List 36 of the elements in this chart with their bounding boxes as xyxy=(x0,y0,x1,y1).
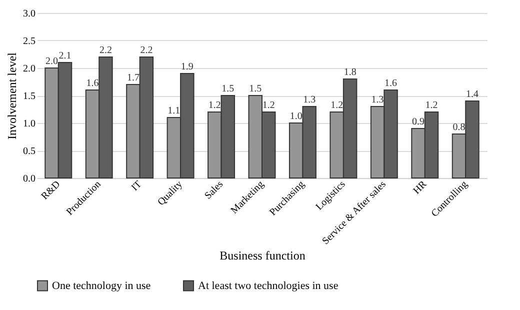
data-label: 1.2 xyxy=(330,100,344,111)
data-label: 1.5 xyxy=(222,84,234,94)
legend-label: One technology in use xyxy=(52,280,151,292)
data-label: 1.3 xyxy=(303,94,316,106)
data-label: 1.6 xyxy=(86,78,99,89)
data-label: 2.2 xyxy=(99,45,112,56)
y-tick-label: 2.5 xyxy=(23,36,36,47)
data-label: 1.2 xyxy=(425,100,438,111)
data-label: 2.1 xyxy=(58,50,72,62)
x-tick-label: Sales xyxy=(202,178,226,202)
data-label: 1.7 xyxy=(126,72,140,84)
data-label: 1.5 xyxy=(249,84,262,94)
data-label: 1.3 xyxy=(371,94,384,106)
x-axis-title: Business function xyxy=(220,248,306,263)
data-label: 0.8 xyxy=(452,122,466,133)
data-label: 1.8 xyxy=(344,67,356,78)
y-tick-label: 1.0 xyxy=(23,118,36,130)
data-label: 1.1 xyxy=(168,106,180,116)
x-tick-label: HR xyxy=(412,178,430,197)
data-label: 1.2 xyxy=(208,100,221,111)
data-label: 1.9 xyxy=(180,62,194,72)
data-label: 2.0 xyxy=(46,56,58,67)
legend-label: At least two technologies in use xyxy=(198,280,338,292)
y-tick-label: 2.0 xyxy=(23,64,36,74)
x-tick-label: IT xyxy=(130,178,144,194)
data-label: 1.6 xyxy=(384,78,398,89)
data-label: 2.2 xyxy=(140,45,153,56)
y-tick-label: 3.0 xyxy=(23,8,36,20)
y-tick-label: 0.0 xyxy=(23,174,36,184)
y-tick-label: 1.5 xyxy=(23,91,36,102)
data-label: 1.0 xyxy=(290,111,302,122)
y-tick-label: 0.5 xyxy=(23,146,36,157)
y-axis-title: Involvement level xyxy=(5,52,19,140)
data-label: 0.9 xyxy=(412,116,425,128)
data-label: 1.2 xyxy=(262,100,275,111)
data-label: 1.4 xyxy=(466,89,478,100)
